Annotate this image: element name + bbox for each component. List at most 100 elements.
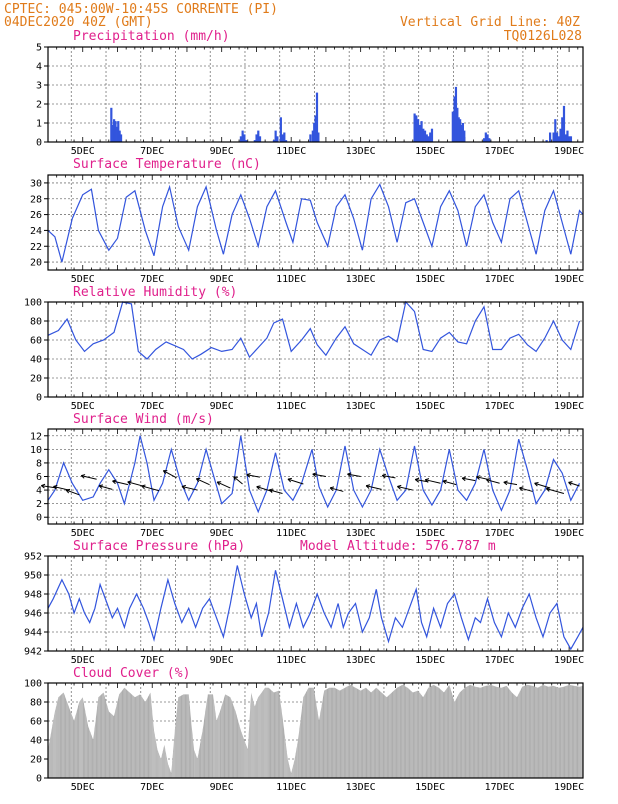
temperature-xtick-label: 11DEC xyxy=(276,274,306,285)
precip-ytick-label: 4 xyxy=(36,62,42,73)
precip-bar xyxy=(425,134,428,142)
precip-bar xyxy=(279,117,282,142)
precip-bar xyxy=(272,140,276,142)
wind-arrow xyxy=(196,478,210,486)
wind-arrow-head xyxy=(80,474,86,479)
wind-arrow-head xyxy=(181,484,186,490)
wind-arrow-head xyxy=(256,485,261,490)
wind-line xyxy=(47,435,581,514)
pressure-ytick-label: 948 xyxy=(24,590,42,601)
precip-bar xyxy=(276,136,279,142)
precip-bar xyxy=(418,124,421,142)
cloud-ytick-label: 80 xyxy=(30,698,42,709)
temperature-line xyxy=(47,183,584,263)
wind-arrow-head xyxy=(365,484,371,489)
wind-arrow xyxy=(546,488,565,494)
precip-xtick-label: 5DEC xyxy=(71,146,95,157)
wind-arrow xyxy=(486,479,500,484)
humidity-xtick-label: 11DEC xyxy=(276,401,306,412)
humidity-ytick-label: 100 xyxy=(24,298,42,309)
wind-xtick-label: 15DEC xyxy=(415,528,445,539)
wind-xtick-label: 19DEC xyxy=(554,528,584,539)
humidity-xtick-label: 5DEC xyxy=(71,401,95,412)
temperature-xtick-label: 7DEC xyxy=(140,274,164,285)
wind-arrow xyxy=(347,473,361,477)
wind-arrow-head xyxy=(312,472,317,478)
pressure-xtick-label: 9DEC xyxy=(210,655,234,666)
wind-arrow-head xyxy=(397,484,402,490)
wind-arrow-head xyxy=(195,477,201,483)
precip-bar xyxy=(239,136,243,142)
precip-bar xyxy=(113,119,116,142)
wind-arrow-head xyxy=(65,488,71,494)
wind-arrow-head xyxy=(568,481,573,486)
wind-arrow xyxy=(53,485,69,491)
precip-bar xyxy=(119,134,123,142)
cloud-ytick-label: 20 xyxy=(30,755,42,766)
wind-arrow xyxy=(397,485,413,491)
precip-bar xyxy=(243,134,246,142)
wind-arrow xyxy=(216,481,231,489)
cloud-ytick-label: 60 xyxy=(30,717,42,728)
wind-arrow xyxy=(233,476,243,485)
precip-bar xyxy=(313,123,316,142)
precip-bar xyxy=(416,119,420,142)
precip-bar xyxy=(454,86,458,142)
precip-frame xyxy=(47,46,584,143)
wind-xtick-label: 17DEC xyxy=(485,528,515,539)
wind-arrow xyxy=(112,480,129,486)
precip-bar xyxy=(456,107,459,142)
precip-bar xyxy=(564,134,567,142)
wind-arrow-head xyxy=(442,479,448,485)
wind-xtick-label: 11DEC xyxy=(276,528,306,539)
wind-arrow-head xyxy=(216,481,222,486)
precip-bar xyxy=(118,130,121,142)
wind-xtick-label: 9DEC xyxy=(210,528,234,539)
humidity-ytick-label: 80 xyxy=(30,317,42,328)
wind-arrow xyxy=(442,480,457,486)
humidity-ytick-label: 60 xyxy=(30,336,42,347)
temperature-ytick-label: 20 xyxy=(30,258,42,269)
wind-arrow xyxy=(246,474,261,478)
wind-arrow xyxy=(415,479,429,483)
temperature-ytick-label: 30 xyxy=(30,178,42,189)
precip-bar xyxy=(253,140,256,142)
wind-ytick-label: 2 xyxy=(36,499,42,510)
cloud-title: Cloud Cover (%) xyxy=(73,666,190,681)
precip-bar xyxy=(552,132,555,142)
wind-arrow xyxy=(65,489,80,496)
temperature-xtick-label: 5DEC xyxy=(71,274,95,285)
wind-panel: 0 2 4 6 8 10 12 5DEC 7DEC 9DEC 11DEC 13DEC 15DEC 17DE… xyxy=(30,428,584,539)
pressure-xtick-label: 17DEC xyxy=(485,655,515,666)
precip-xtick-label: 7DEC xyxy=(140,146,164,157)
precip-bar xyxy=(413,113,416,142)
precip-bar xyxy=(451,111,454,142)
temperature-ytick-label: 24 xyxy=(30,226,42,237)
humidity-ytick-label: 0 xyxy=(36,393,42,404)
wind-arrow xyxy=(568,481,580,487)
humidity-xtick-label: 17DEC xyxy=(485,401,515,412)
pressure-xtick-label: 13DEC xyxy=(346,655,376,666)
temperature-frame xyxy=(47,174,584,271)
precip-bar xyxy=(430,128,434,142)
header-date: 04DEC2020 40Z (GMT) xyxy=(4,15,153,30)
wind-arrow-head xyxy=(233,476,238,481)
precip-bar xyxy=(463,130,466,142)
wind-arrow-head xyxy=(503,480,508,486)
precip-bar xyxy=(114,121,117,142)
precip-bar xyxy=(488,138,491,142)
precip-bar xyxy=(311,130,314,142)
wind-ytick-label: 6 xyxy=(36,472,42,483)
model-altitude: Model Altitude: 576.787 m xyxy=(300,539,496,554)
wind-arrow xyxy=(312,473,327,477)
precip-bar xyxy=(415,115,418,142)
precip-bar xyxy=(482,138,486,142)
temperature-xtick-label: 15DEC xyxy=(415,274,445,285)
wind-arrow xyxy=(141,485,160,492)
humidity-line xyxy=(47,300,581,360)
precip-xtick-label: 11DEC xyxy=(276,146,306,157)
pressure-xtick-label: 5DEC xyxy=(71,655,95,666)
precip-bar xyxy=(566,130,569,142)
humidity-ytick-label: 40 xyxy=(30,355,42,366)
